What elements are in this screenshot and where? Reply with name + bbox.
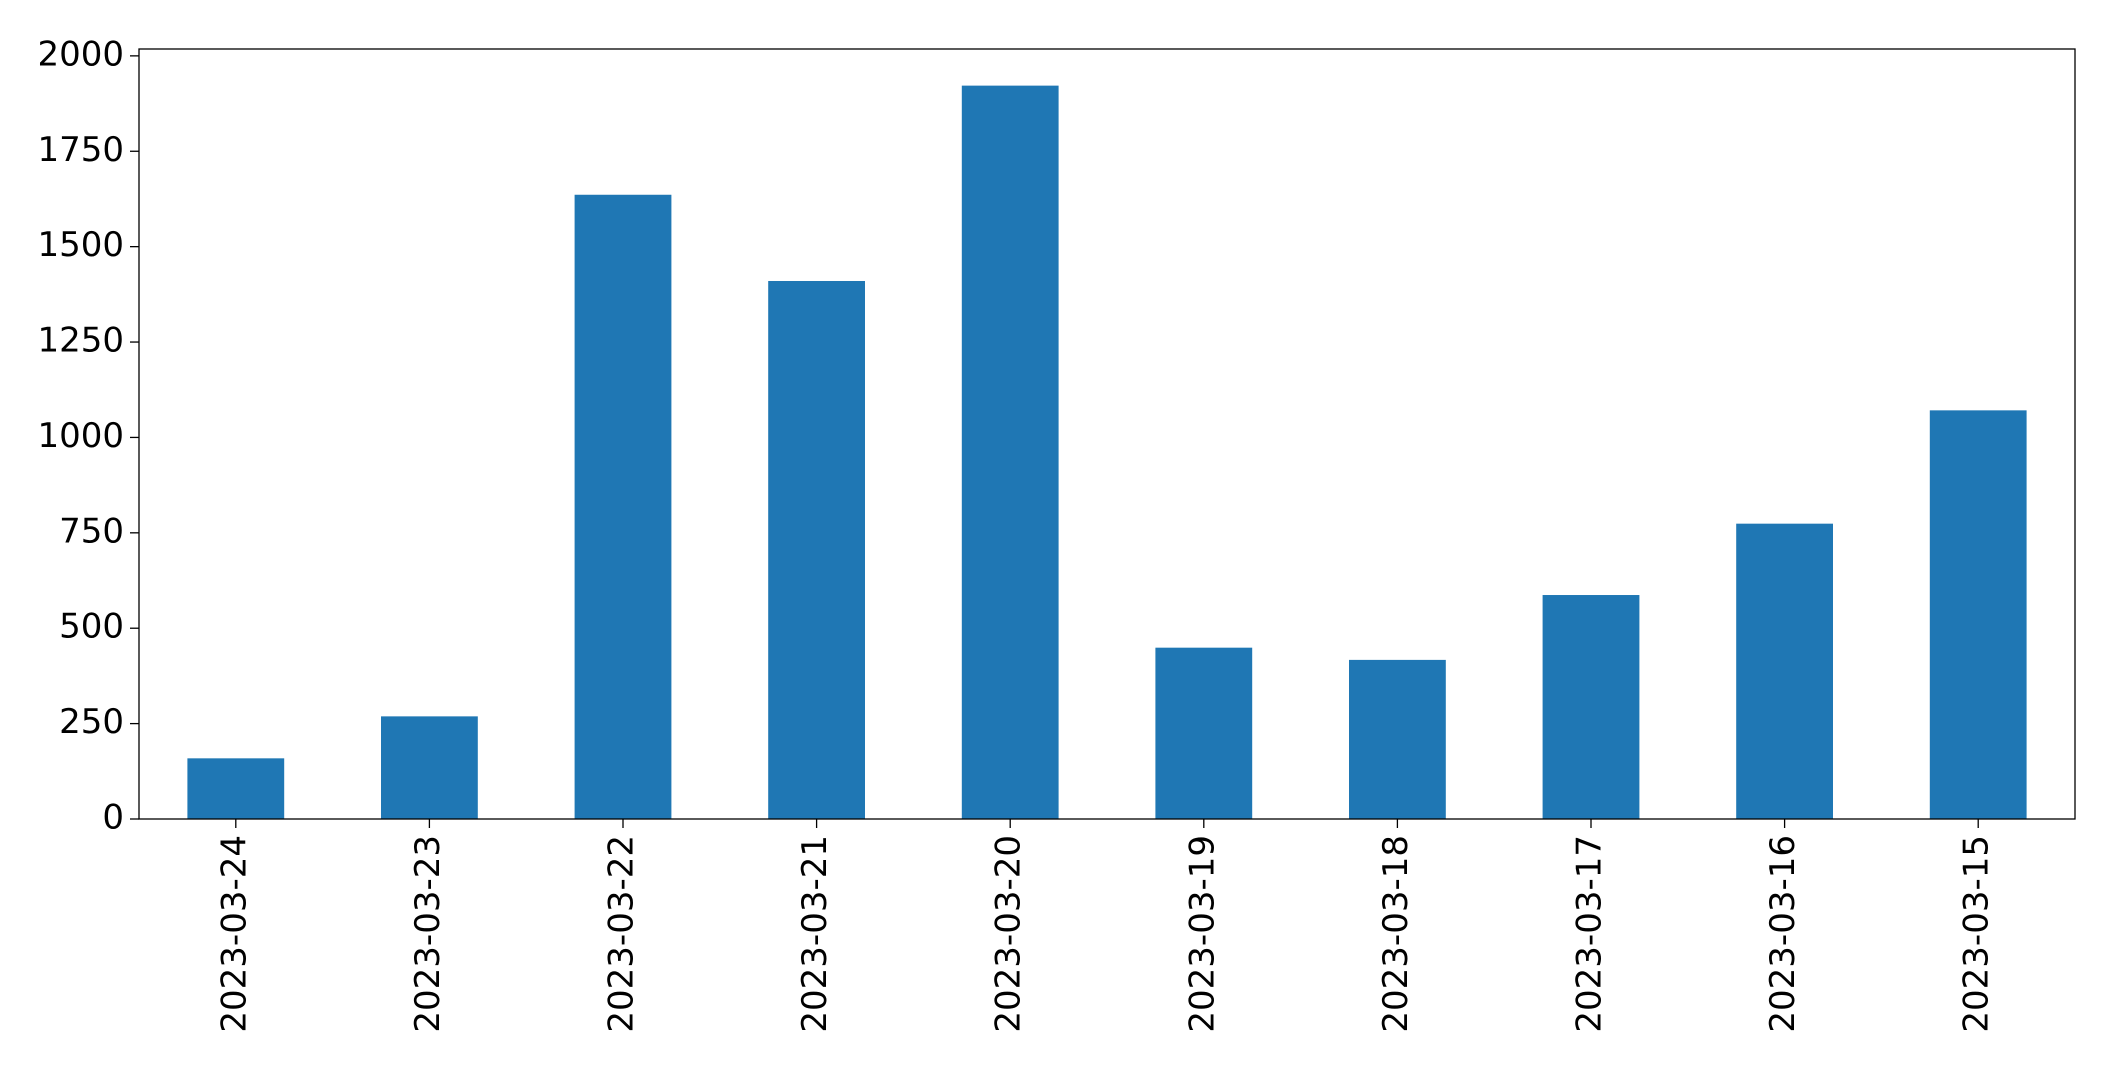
x-tick-label: 2023-03-20	[989, 835, 1029, 1033]
x-tick-label: 2023-03-15	[1957, 835, 1997, 1033]
x-tick-label: 2023-03-21	[795, 835, 835, 1033]
bar	[768, 280, 865, 819]
bar	[1155, 647, 1253, 819]
y-tick-label: 250	[59, 702, 124, 742]
x-tick-label: 2023-03-19	[1182, 835, 1222, 1033]
bar	[1349, 659, 1446, 819]
y-tick-label: 500	[59, 607, 124, 647]
bar	[1542, 595, 1640, 819]
y-tick-label: 1000	[37, 416, 124, 456]
bar	[187, 758, 285, 819]
x-tick-label: 2023-03-18	[1376, 835, 1416, 1033]
y-tick-label: 1250	[37, 321, 124, 361]
y-tick-label: 1500	[37, 225, 124, 265]
x-tick-label: 2023-03-23	[408, 835, 448, 1033]
bar	[574, 194, 672, 819]
x-tick-label: 2023-03-24	[214, 835, 254, 1033]
y-tick-label: 0	[102, 798, 124, 838]
x-tick-label: 2023-03-22	[602, 835, 642, 1033]
x-tick-label: 2023-03-16	[1763, 835, 1803, 1033]
y-tick-label: 2000	[37, 34, 124, 74]
bar	[1929, 410, 2027, 819]
bar	[961, 85, 1059, 820]
bar	[1736, 523, 1833, 819]
y-tick-label: 1750	[37, 130, 124, 170]
plot-frame	[138, 48, 2076, 820]
x-tick-label: 2023-03-17	[1570, 835, 1610, 1033]
bar	[381, 716, 478, 819]
y-tick-label: 750	[59, 511, 124, 551]
